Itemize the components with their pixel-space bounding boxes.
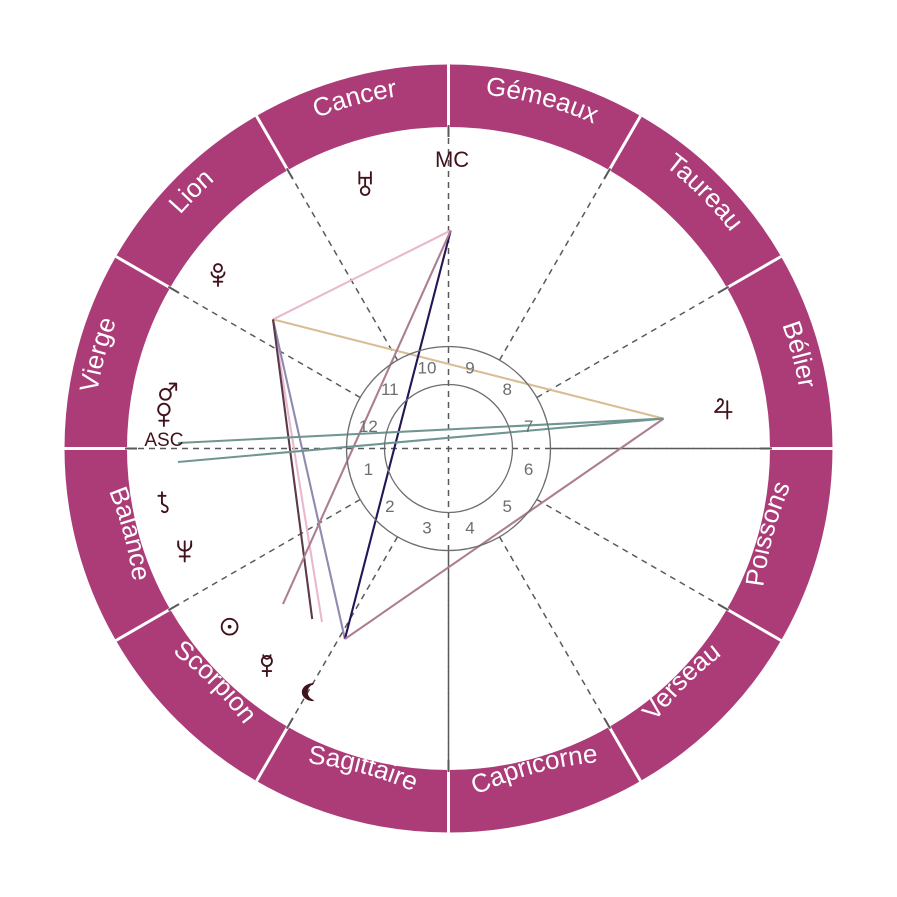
- svg-text:5: 5: [502, 497, 511, 516]
- svg-text:12: 12: [359, 417, 378, 436]
- svg-text:11: 11: [381, 380, 399, 399]
- svg-text:1: 1: [364, 460, 373, 479]
- svg-text:8: 8: [502, 380, 511, 399]
- svg-text:2: 2: [385, 497, 394, 516]
- svg-text:4: 4: [465, 519, 474, 538]
- svg-text:10: 10: [418, 358, 437, 377]
- svg-text:MC: MC: [435, 147, 469, 172]
- svg-text:7: 7: [524, 417, 533, 436]
- svg-text:3: 3: [422, 519, 431, 538]
- svg-text:9: 9: [465, 358, 474, 377]
- svg-text:6: 6: [524, 460, 533, 479]
- svg-text:ASC: ASC: [144, 430, 183, 451]
